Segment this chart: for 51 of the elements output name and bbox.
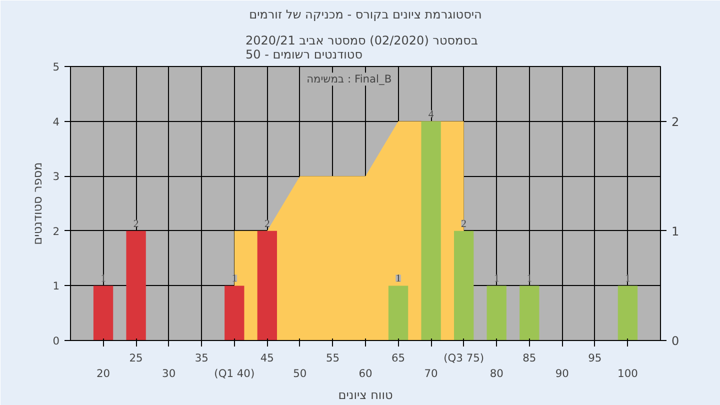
y-tick-label: 2 <box>52 224 60 238</box>
x-tick-label: 25 <box>129 352 143 364</box>
data-label: 2 <box>264 218 270 230</box>
x-tick-label: 45 <box>260 352 274 364</box>
data-label: 1 <box>526 274 532 285</box>
bar <box>618 286 638 340</box>
chart-subtitle: בסמסטר (02/2020) סמסטר אביב 2020/21 סטודנטים רשומים - 50 <box>245 34 478 62</box>
y-tick-label: 4 <box>52 115 60 128</box>
data-label: 1 <box>396 274 401 285</box>
x-tick-label: 50 <box>293 367 307 380</box>
x-tick-label: 85 <box>522 352 536 364</box>
x-tick-label: 65 <box>392 352 406 364</box>
data-label: 1 <box>625 274 630 285</box>
chart-title: היסטוגרמת ציונים בקורס - מכניקה של זורמים <box>249 8 482 22</box>
bar <box>421 121 441 340</box>
x-axis-title: טווח ציונים <box>338 388 393 402</box>
bar <box>520 286 540 340</box>
y-axis-title: מספר סטודנטים <box>30 162 45 245</box>
annotation: במשימה : Final_B <box>306 72 392 86</box>
x-tick-label: 30 <box>162 367 176 380</box>
bar <box>454 230 474 340</box>
x-tick-label: 80 <box>490 367 504 380</box>
data-label: 2 <box>133 218 139 230</box>
bar <box>93 286 114 340</box>
y-tick-label: 5 <box>52 60 60 74</box>
bar <box>224 286 244 340</box>
y2-tick-label: 1 <box>672 224 680 238</box>
bar <box>257 230 277 340</box>
x-tick-label: 70 <box>424 367 438 380</box>
y2-tick-label: 2 <box>672 114 680 129</box>
x-tick-label: 55 <box>326 352 340 364</box>
data-label: 4 <box>428 109 434 120</box>
data-label: 2 <box>461 218 466 230</box>
data-label: 1 <box>100 274 106 285</box>
x-tick-label: 95 <box>588 352 602 364</box>
x-tick-label: 20 <box>96 367 110 380</box>
y2-tick-label: 0 <box>672 334 680 348</box>
x-tick-label: 35 <box>194 352 208 364</box>
data-label: 1 <box>494 274 500 285</box>
bar <box>486 286 506 340</box>
data-label: 1 <box>232 274 238 285</box>
x-tick-label: (Q1 40) <box>214 367 255 380</box>
bar <box>126 230 146 340</box>
x-tick-label: 100 <box>618 367 638 380</box>
bar <box>388 286 408 340</box>
x-tick-label: (Q3 75) <box>444 352 484 364</box>
y-tick-label: 3 <box>52 170 60 184</box>
x-tick-label: 60 <box>358 367 372 380</box>
y-tick-label: 0 <box>52 334 60 348</box>
y-tick-label: 1 <box>52 280 60 293</box>
x-tick-label: 90 <box>555 367 570 380</box>
